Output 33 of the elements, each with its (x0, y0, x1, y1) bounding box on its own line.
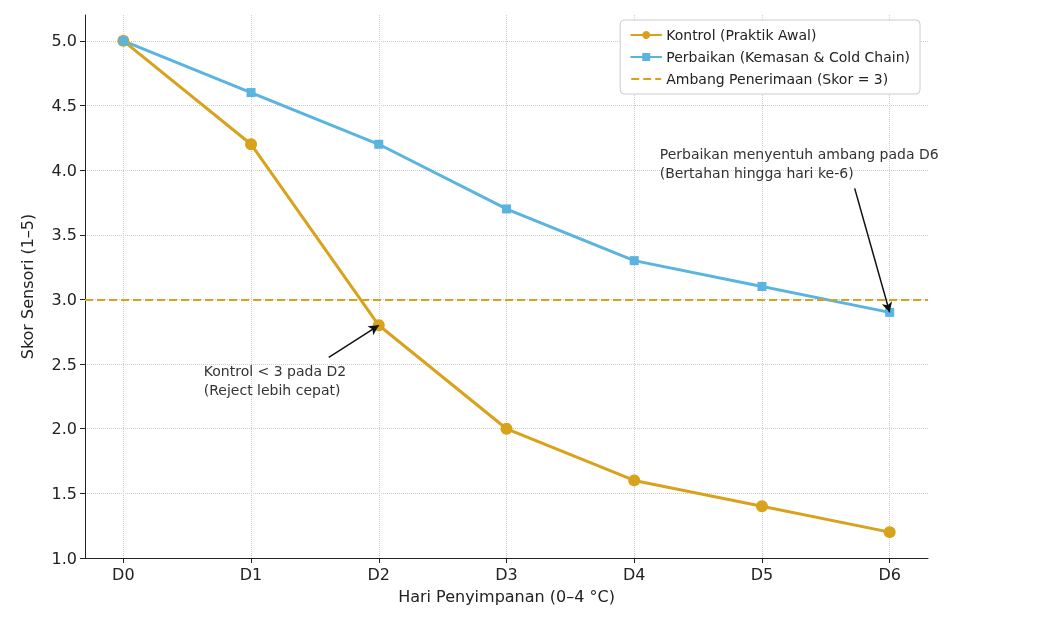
point (629, 256, 639, 266)
y-tick-label: 2.5 (51, 354, 77, 374)
point (755, 500, 768, 513)
point (245, 138, 258, 151)
x-axis-title: Hari Penyimpanan (0–4 °C) (398, 586, 615, 606)
point (500, 422, 513, 435)
point (374, 139, 384, 149)
x-tick-label: D3 (495, 564, 518, 584)
y-tick-label: 4.0 (51, 160, 77, 180)
y-tick-label: 1.0 (51, 548, 77, 568)
point (246, 88, 256, 98)
x-tick-label: D0 (112, 564, 135, 584)
x-tick-label: D6 (878, 564, 901, 584)
y-tick-label: 4.5 (51, 96, 77, 115)
point (757, 282, 767, 291)
y-tick-label: 1.5 (51, 483, 77, 503)
y-tick-label: 3.0 (51, 289, 77, 309)
point (883, 526, 896, 539)
y-tick-label: 2.0 (51, 419, 77, 439)
point (502, 204, 511, 214)
legend-label: Ambang Penerimaan (Skor = 3) (666, 71, 889, 87)
point (628, 474, 641, 487)
legend-label: Kontrol (Praktik Awal) (666, 27, 817, 43)
x-tick-label: D4 (622, 564, 646, 584)
y-tick-label: 3.5 (51, 225, 77, 245)
x-tick-label: D1 (239, 564, 263, 584)
x-tick-label: D2 (367, 564, 391, 584)
y-tick-label: 5.0 (51, 31, 77, 51)
y-axis-title: Skor Sensori (1–5) (17, 213, 37, 360)
annotation: Kontrol < 3 pada D2 (Reject lebih cepat) (203, 362, 347, 398)
x-tick-label: D5 (750, 564, 774, 584)
legend-label: Perbaikan (Kemasan & Cold Chain) (666, 49, 911, 65)
annotation: Perbaikan menyentuh ambang pada D6 (Bertahan hingga hari ke-6) (659, 145, 939, 181)
